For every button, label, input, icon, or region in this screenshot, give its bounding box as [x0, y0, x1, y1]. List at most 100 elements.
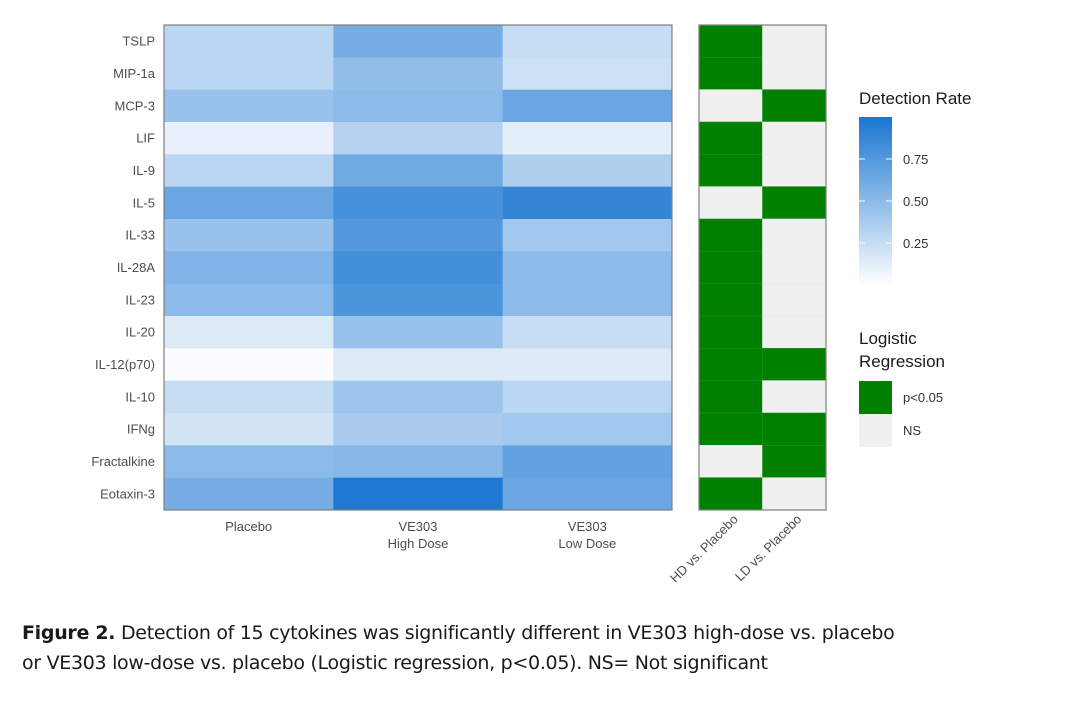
- heat-cell-il-20-0: [164, 316, 334, 349]
- heat-cell-il-23-2: [502, 283, 673, 317]
- heat-cell-tslp-0: [164, 25, 334, 58]
- heat-cell-il-33-2: [502, 219, 673, 252]
- sig-cell-il-12-p70--1: [762, 348, 827, 381]
- heat-cell-mip-1a-2: [502, 57, 673, 91]
- y-label: IL-5: [133, 195, 155, 210]
- significance-grid: [698, 24, 827, 511]
- heat-cell-tslp-1: [333, 25, 504, 58]
- x-label: VE303: [568, 519, 607, 534]
- heat-cell-lif-2: [502, 122, 673, 155]
- heat-cell-il-10-0: [164, 380, 334, 414]
- heat-cell-mcp-3-0: [164, 89, 334, 123]
- heat-cell-il-28a-1: [333, 251, 504, 285]
- heat-cell-fractalkine-1: [333, 445, 504, 479]
- sig-cell-il-12-p70--0: [698, 348, 763, 381]
- y-label: Eotaxin-3: [100, 486, 155, 501]
- sig-cell-mip-1a-0: [698, 57, 763, 90]
- x-label: VE303: [398, 519, 437, 534]
- heat-cell-il-12-p70--2: [502, 348, 673, 382]
- colorbar-tick-label: 0.25: [903, 236, 928, 251]
- sig-cell-fractalkine-0: [698, 445, 763, 478]
- sig-cell-mip-1a-1: [762, 57, 827, 90]
- heat-cell-il-20-2: [502, 316, 673, 349]
- significance-border: [698, 24, 827, 511]
- heat-cell-il-5-1: [333, 186, 504, 220]
- heat-cell-il-20-1: [333, 316, 504, 349]
- caption-line-1: Figure 2. Detection of 15 cytokines was …: [22, 618, 1072, 648]
- sig-cell-il-23-0: [698, 283, 763, 317]
- logistic-regression-legend: Logistic Regression p<0.05 NS: [859, 329, 945, 447]
- heat-cell-il-5-0: [164, 186, 334, 220]
- heat-cell-fractalkine-0: [164, 445, 334, 479]
- legend-label: NS: [903, 423, 921, 438]
- heat-cell-il-9-0: [164, 154, 334, 188]
- heat-cell-tslp-2: [502, 25, 673, 58]
- heat-cell-eotaxin-3-0: [164, 477, 334, 511]
- colorbar-tick-label: 0.50: [903, 194, 928, 209]
- heat-cell-il-12-p70--1: [333, 348, 504, 382]
- y-label: TSLP: [122, 34, 155, 49]
- sig-cell-tslp-0: [698, 24, 763, 58]
- detection-rate-legend: Detection Rate 0.25 0.50 0.75: [859, 89, 971, 285]
- sig-cell-ifng-1: [762, 412, 827, 446]
- sig-cell-il-28a-0: [698, 251, 763, 284]
- sig-cell-il-28a-1: [762, 251, 827, 284]
- sig-cell-lif-1: [762, 121, 827, 155]
- colorbar-ticks: 0.25 0.50 0.75: [859, 152, 928, 251]
- heat-cell-lif-1: [333, 122, 504, 155]
- heat-cell-mip-1a-0: [164, 57, 334, 91]
- y-label: IFNg: [127, 422, 155, 437]
- y-label: LIF: [136, 131, 155, 146]
- caption-text-1: Detection of 15 cytokines was significan…: [115, 622, 895, 644]
- y-label: IL-33: [125, 228, 155, 243]
- figure-caption: Figure 2. Detection of 15 cytokines was …: [22, 618, 1072, 678]
- sig-cell-eotaxin-3-1: [762, 477, 827, 511]
- sig-cell-il-10-1: [762, 380, 827, 414]
- sig-cell-il-5-1: [762, 186, 827, 220]
- heat-cell-ifng-0: [164, 413, 334, 446]
- legend-swatch-ns: [859, 414, 892, 447]
- heat-cell-il-9-2: [502, 154, 673, 188]
- sig-cell-ifng-0: [698, 412, 763, 446]
- sig-cell-il-10-0: [698, 380, 763, 414]
- sig-x-label: LD vs. Placebo: [732, 512, 804, 584]
- sig-x-label: HD vs. Placebo: [667, 512, 741, 586]
- legend-title-line2: Regression: [859, 352, 945, 371]
- heat-cell-il-23-0: [164, 283, 334, 317]
- detection-heatmap: [164, 25, 673, 511]
- heat-cell-il-33-1: [333, 219, 504, 252]
- heat-cell-il-28a-2: [502, 251, 673, 285]
- heat-cell-il-28a-0: [164, 251, 334, 285]
- heat-cell-mcp-3-2: [502, 89, 673, 123]
- y-label: MCP-3: [115, 98, 155, 113]
- sig-cell-il-5-0: [698, 186, 763, 220]
- heat-cell-il-12-p70--0: [164, 348, 334, 382]
- sig-cell-mcp-3-0: [698, 89, 763, 123]
- sig-cell-il-20-0: [698, 315, 763, 349]
- heat-cell-lif-0: [164, 122, 334, 155]
- colorbar-tick-label: 0.75: [903, 152, 928, 167]
- sig-cell-il-20-1: [762, 315, 827, 349]
- y-label: MIP-1a: [113, 66, 156, 81]
- sig-cell-mcp-3-1: [762, 89, 827, 123]
- sig-cell-il-23-1: [762, 283, 827, 317]
- sig-cell-il-33-0: [698, 218, 763, 252]
- heat-cell-eotaxin-3-1: [333, 477, 504, 511]
- x-axis-labels: Placebo VE303 High Dose VE303 Low Dose: [225, 519, 616, 551]
- y-label: IL-12(p70): [95, 357, 155, 372]
- heat-cell-il-5-2: [502, 186, 673, 220]
- y-label: IL-23: [125, 292, 155, 307]
- caption-line-2: or VE303 low-dose vs. placebo (Logistic …: [22, 652, 768, 674]
- heat-cell-il-10-2: [502, 380, 673, 414]
- sig-cell-eotaxin-3-0: [698, 477, 763, 511]
- x-label: High Dose: [388, 536, 449, 551]
- legend-title-line1: Logistic: [859, 329, 917, 348]
- y-label: IL-10: [125, 389, 155, 404]
- legend-label: p<0.05: [903, 390, 943, 405]
- x-label: Low Dose: [558, 536, 616, 551]
- colorbar-title: Detection Rate: [859, 89, 971, 108]
- sig-cell-il-33-1: [762, 218, 827, 252]
- heat-cell-mip-1a-1: [333, 57, 504, 91]
- heatmap-border: [163, 24, 673, 511]
